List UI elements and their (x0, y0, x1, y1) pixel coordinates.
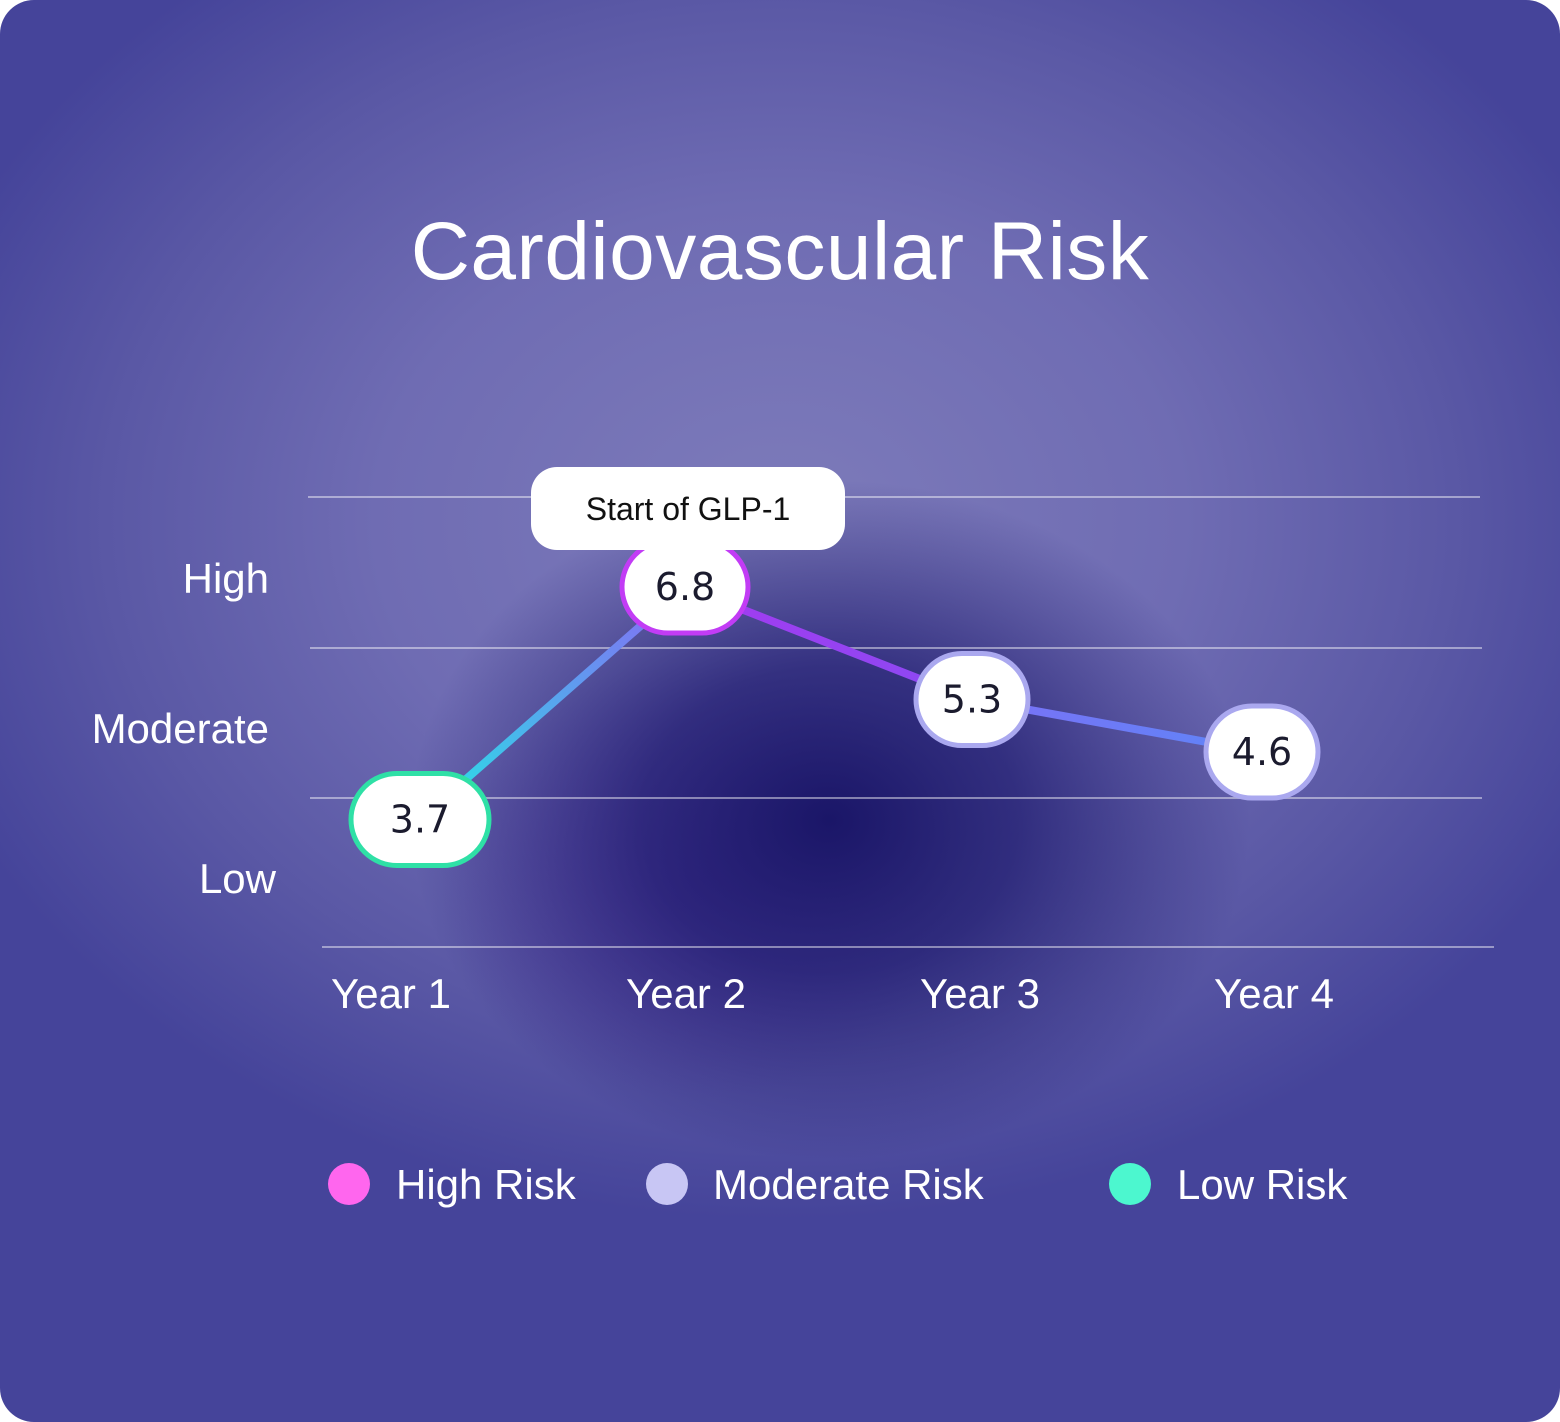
y-band-label-high: High (183, 555, 269, 602)
x-tick-label: Year 2 (626, 970, 746, 1017)
legend-item: Moderate Risk (646, 1161, 985, 1208)
legend-label: Moderate Risk (713, 1161, 985, 1208)
legend-item: High Risk (328, 1161, 577, 1208)
data-point-marker (1203, 703, 1321, 801)
x-tick-label: Year 1 (331, 970, 451, 1017)
data-label: 3.7 (390, 798, 450, 842)
y-band-label-moderate: Moderate (92, 705, 269, 752)
data-point: 4.6 (1203, 703, 1321, 801)
data-label: 4.6 (1232, 730, 1292, 774)
data-label: 5.3 (942, 678, 1002, 722)
annotation-text: Start of GLP-1 (586, 491, 791, 527)
data-point: 3.7 (348, 771, 492, 868)
data-point: 6.8 (619, 538, 751, 636)
legend-item: Low Risk (1109, 1161, 1348, 1208)
legend-swatch (328, 1163, 370, 1205)
data-point: 5.3 (913, 651, 1031, 748)
y-band-label-low: Low (199, 855, 277, 902)
x-tick-label: Year 4 (1214, 970, 1334, 1017)
legend-swatch (1109, 1163, 1151, 1205)
annotation-box (531, 467, 845, 550)
x-tick-label: Year 3 (920, 970, 1040, 1017)
data-point-marker (913, 651, 1031, 748)
data-point-marker (348, 771, 492, 868)
legend-label: Low Risk (1177, 1161, 1348, 1208)
annotation-callout: Start of GLP-1 (531, 467, 845, 550)
legend-label: High Risk (396, 1161, 577, 1208)
legend-swatch (646, 1163, 688, 1205)
data-label: 6.8 (655, 565, 715, 609)
chart-title: Cardiovascular Risk (410, 206, 1150, 297)
